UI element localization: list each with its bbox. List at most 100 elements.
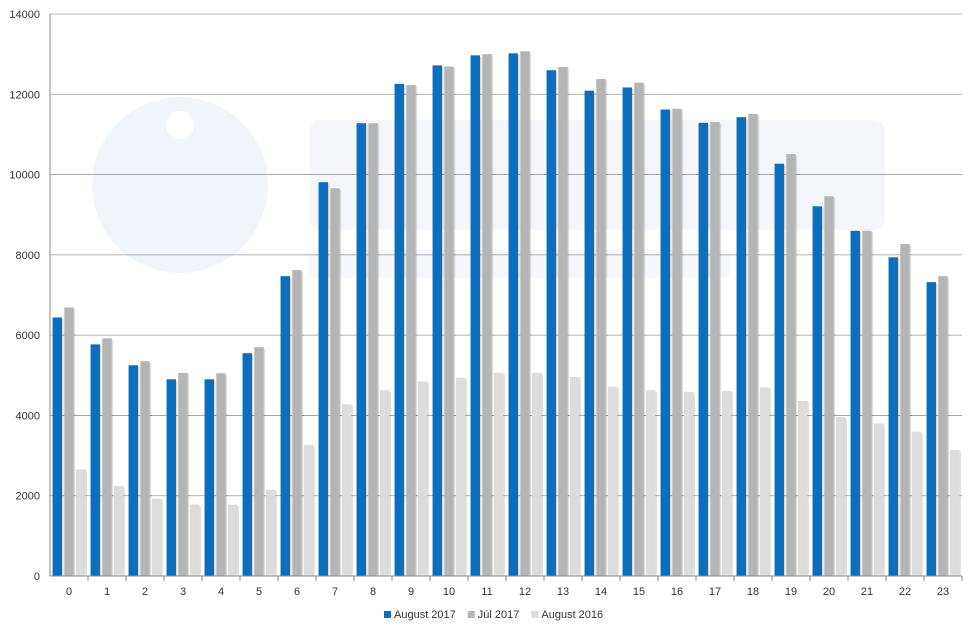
y-tick-label: 12000: [9, 89, 40, 101]
bar: [75, 469, 86, 576]
y-tick-label: 2000: [16, 491, 40, 503]
x-tick-label: 16: [671, 586, 683, 598]
x-tick-label: 17: [709, 586, 721, 598]
bar: [748, 113, 758, 576]
axes: [49, 14, 963, 581]
bar: [721, 390, 732, 576]
bar: [569, 376, 580, 576]
legend-swatch: [531, 611, 539, 618]
bar: [151, 498, 162, 576]
legend-swatch: [384, 611, 391, 618]
legend-item: August 2016: [531, 609, 603, 621]
x-tick-label: 23: [937, 586, 949, 598]
x-tick-label: 2: [142, 586, 148, 598]
bar: [774, 163, 785, 577]
bar: [356, 123, 367, 576]
bar: [900, 244, 910, 577]
bar: [698, 122, 709, 576]
bar: [417, 381, 428, 576]
bar: [546, 70, 557, 576]
bar: [394, 83, 405, 576]
bar: [368, 123, 378, 576]
bar: [926, 282, 937, 576]
bar: [265, 489, 276, 576]
bar: [444, 66, 454, 576]
bar: [341, 404, 352, 576]
legend: August 2017 Júl 2017 August 2016: [384, 609, 603, 621]
bar: [835, 417, 846, 576]
bar: [470, 55, 481, 576]
x-tick-label: 7: [332, 586, 338, 598]
bar: [102, 338, 112, 576]
x-tick-label: 15: [633, 586, 645, 598]
x-tick-label: 12: [519, 586, 531, 598]
bar: [622, 87, 633, 576]
y-tick-label: 4000: [16, 410, 40, 422]
bar: [280, 276, 291, 576]
bar: [204, 379, 215, 576]
y-tick-label: 0: [34, 571, 40, 583]
bar: [660, 109, 671, 576]
bar: [432, 65, 443, 576]
bar: [216, 373, 226, 576]
y-tick-label: 10000: [9, 170, 40, 182]
y-tick-label: 8000: [16, 250, 40, 262]
bar: [850, 230, 861, 576]
y-axis-ticks: 0 2000 4000 6000 8000 10000 12000 14000: [9, 9, 40, 583]
x-tick-label: 4: [218, 586, 224, 598]
bar: [254, 347, 264, 576]
x-tick-label: 13: [557, 586, 569, 598]
x-tick-label: 8: [370, 586, 376, 598]
legend-label: August 2016: [541, 609, 603, 621]
bar: [406, 85, 416, 576]
bar: [292, 270, 302, 576]
gridlines: [50, 13, 962, 497]
bar: [873, 423, 884, 576]
bar: [888, 257, 899, 576]
x-tick-label: 0: [66, 586, 72, 598]
bar: [113, 486, 124, 576]
bar: [520, 51, 530, 576]
bar: [166, 379, 177, 576]
legend-label: August 2017: [394, 609, 456, 621]
legend-label: Júl 2017: [478, 609, 520, 621]
x-tick-label: 3: [180, 586, 186, 598]
x-axis-ticks: 0 1 2 3 4 5 6 7 8 9 10 11 12 13 14 15 16 17 18 19 20 21 22 23: [66, 586, 949, 598]
bar: [607, 386, 618, 576]
bar: [786, 154, 796, 576]
bar: [455, 377, 466, 576]
bar: [672, 108, 682, 576]
bar: [379, 390, 390, 576]
bar: [645, 390, 656, 576]
bar: [128, 365, 139, 576]
bar: [683, 391, 694, 576]
legend-item: Júl 2017: [467, 609, 520, 621]
bar: [558, 66, 568, 576]
bar: [508, 53, 519, 576]
x-tick-label: 21: [861, 586, 873, 598]
bar: [911, 431, 922, 576]
bar: [736, 117, 747, 576]
bar: [710, 121, 720, 576]
bars: [52, 51, 961, 577]
bar: [330, 188, 340, 576]
bar: [178, 372, 188, 576]
x-tick-label: 5: [256, 586, 262, 598]
x-tick-label: 22: [899, 586, 911, 598]
x-tick-label: 18: [747, 586, 759, 598]
bar: [596, 79, 606, 576]
x-tick-label: 9: [408, 586, 414, 598]
x-tick-label: 20: [823, 586, 835, 598]
x-tick-label: 14: [595, 586, 607, 598]
y-tick-label: 6000: [16, 330, 40, 342]
y-tick-label: 14000: [9, 9, 40, 21]
bar: [938, 276, 948, 576]
bar: [189, 504, 200, 576]
bar: [52, 317, 63, 576]
bar: [242, 353, 253, 576]
bar: [531, 372, 542, 576]
bar: [634, 82, 644, 576]
bar: [797, 400, 808, 576]
